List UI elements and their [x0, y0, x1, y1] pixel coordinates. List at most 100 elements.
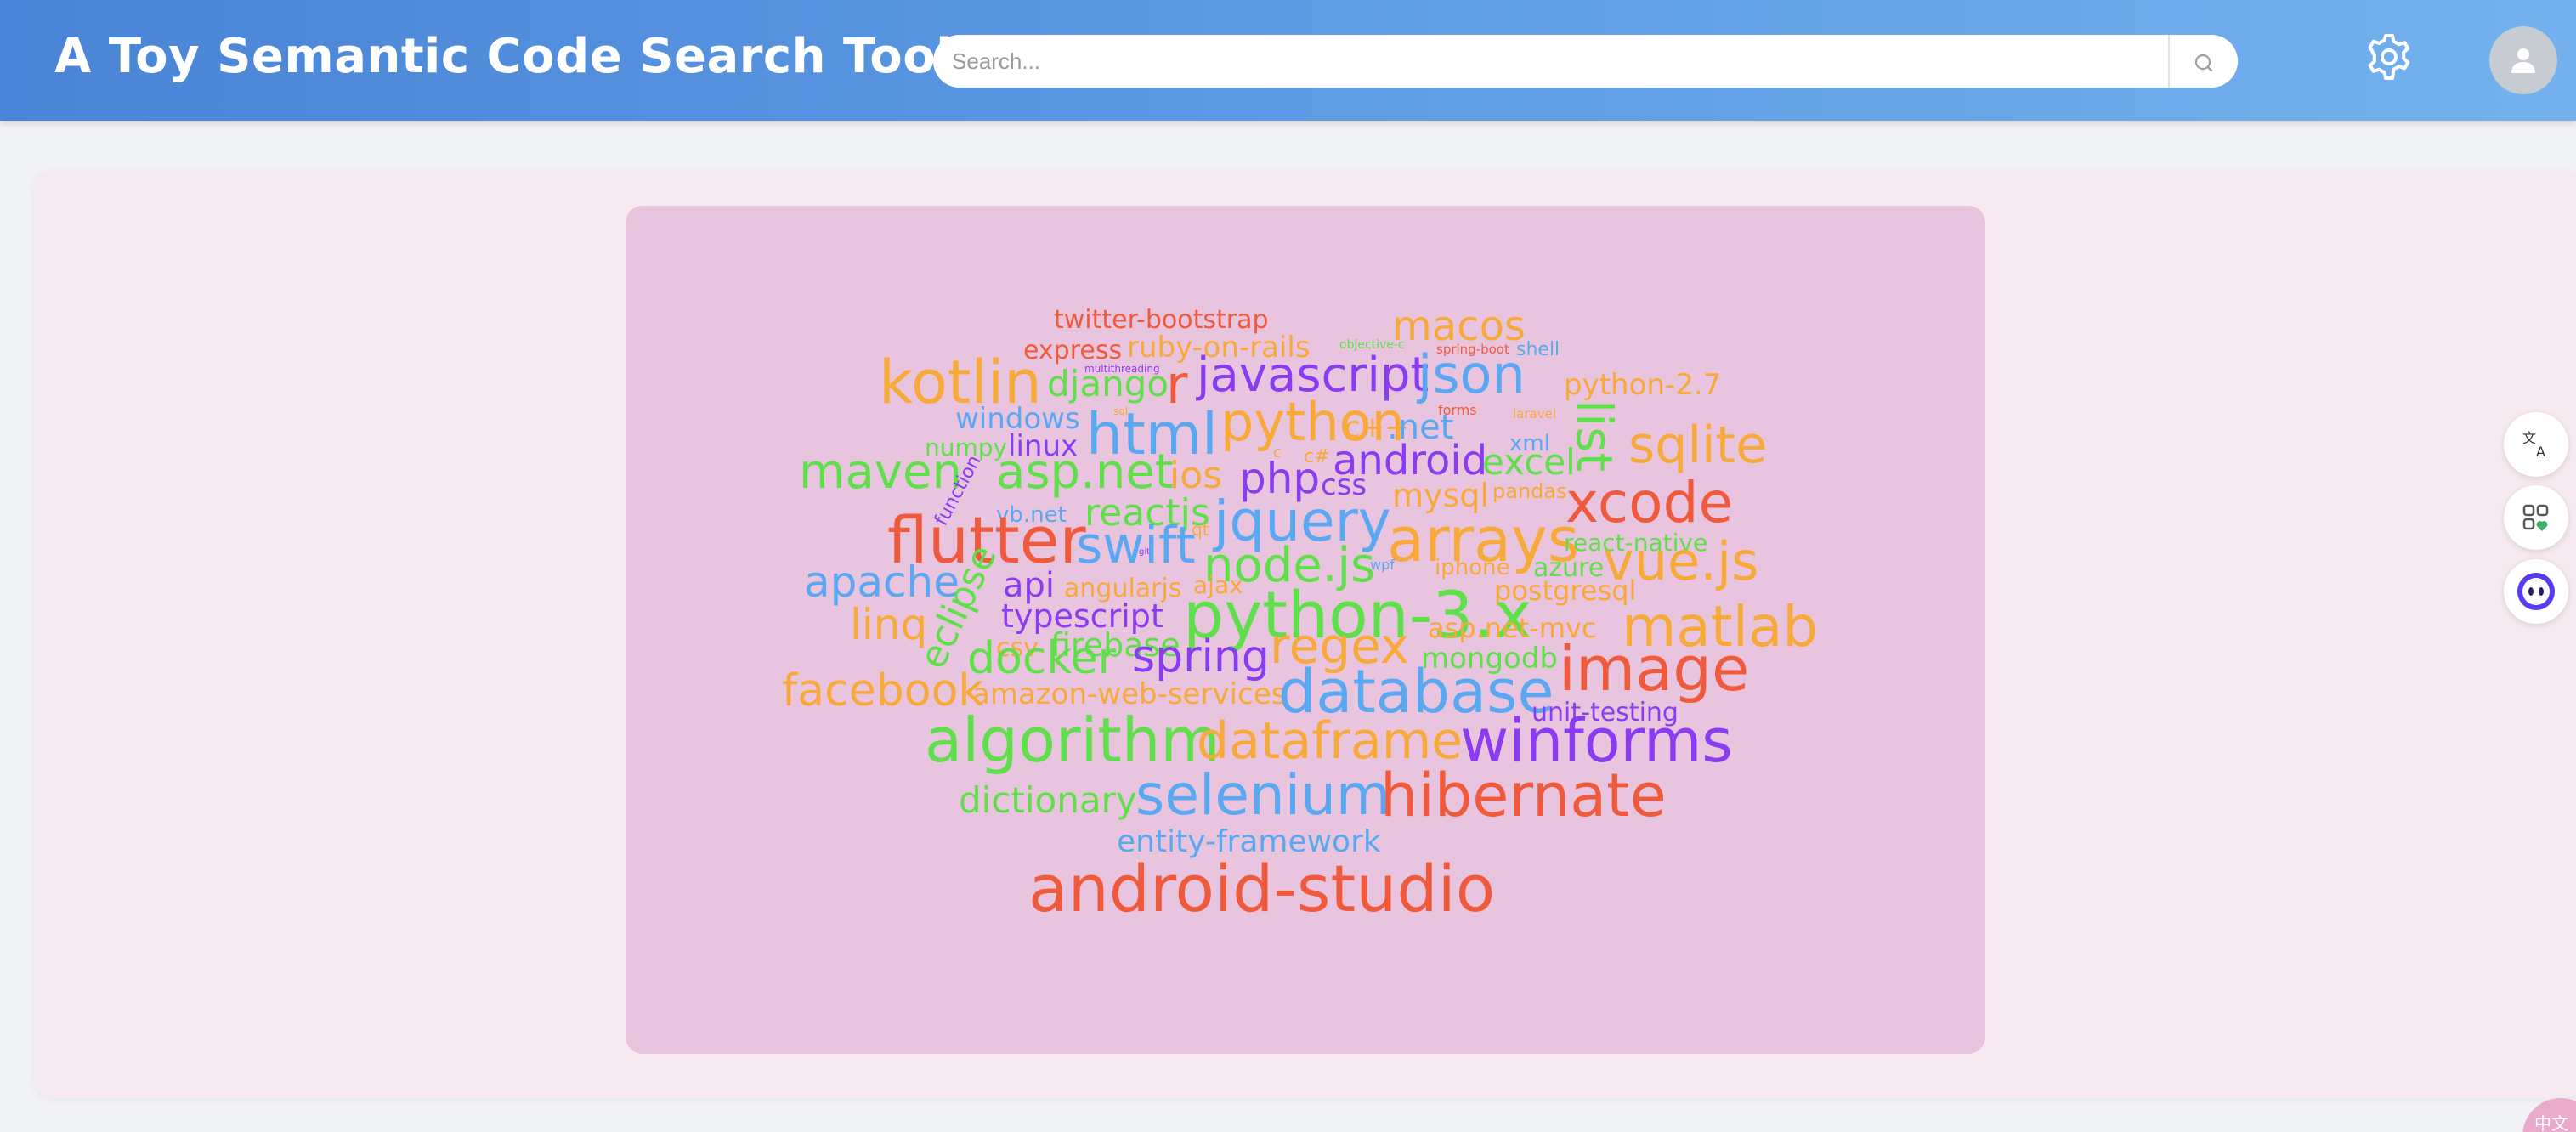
word-cloud-term: linux — [1008, 429, 1078, 463]
word-cloud-term: javascript — [1195, 348, 1429, 403]
word-cloud-term: laravel — [1513, 406, 1556, 422]
word-cloud-term: ios — [1169, 454, 1222, 497]
word-cloud-term: .net — [1387, 408, 1453, 447]
word-cloud-term: kotlin — [879, 348, 1042, 417]
word-cloud-term: python — [1220, 391, 1405, 453]
settings-button[interactable] — [2363, 31, 2415, 83]
search-bar — [933, 35, 2238, 88]
word-cloud-term: objective-c — [1339, 338, 1405, 352]
word-cloud-term: firebase — [1050, 626, 1180, 664]
top-header: A Toy Semantic Code Search Tool — [0, 0, 2576, 121]
word-cloud-term: regex — [1270, 617, 1409, 675]
word-cloud-term: python-3.x — [1183, 577, 1532, 653]
word-cloud-term: hibernate — [1380, 761, 1667, 830]
word-cloud-term: php — [1239, 454, 1320, 503]
word-cloud-term: swift — [1076, 516, 1196, 575]
word-cloud-term: spring-boot — [1436, 342, 1509, 357]
word-cloud-term: typescript — [1001, 597, 1163, 635]
app-title: A Toy Semantic Code Search Tool — [54, 29, 953, 84]
word-cloud-term: arrays — [1387, 504, 1579, 575]
translate-icon: 文 A — [2522, 430, 2545, 460]
word-cloud-term: vue.js — [1603, 530, 1758, 592]
word-cloud-term: azure — [1533, 553, 1604, 583]
svg-text:文: 文 — [2522, 430, 2536, 446]
word-cloud-term: json — [1416, 343, 1526, 405]
word-cloud-term: entity-framework — [1117, 824, 1381, 859]
search-button[interactable] — [2168, 35, 2238, 88]
word-cloud-term: xml — [1509, 431, 1550, 456]
word-cloud-term: sqlite — [1628, 416, 1767, 475]
word-cloud-term: maven — [799, 444, 962, 500]
word-cloud-term: c# — [1304, 446, 1330, 467]
search-icon — [2194, 54, 2213, 72]
word-cloud-term: wpf — [1370, 557, 1395, 573]
language-badge[interactable]: 中文 — [2522, 1098, 2576, 1132]
word-cloud-term: android — [1333, 437, 1487, 484]
word-cloud-term: c — [1273, 444, 1282, 461]
word-cloud-term: xcode — [1565, 470, 1733, 535]
word-cloud-term: linq — [850, 600, 927, 649]
word-cloud-term: angularjs — [1064, 574, 1181, 603]
word-cloud-term: python-2.7 — [1564, 368, 1721, 402]
word-cloud-term: asp.net — [996, 444, 1174, 500]
gear-icon — [2368, 34, 2410, 80]
word-cloud-term: csv — [996, 633, 1039, 663]
word-cloud-term: apache — [804, 558, 960, 607]
word-cloud: twitter-bootstrap macos express ruby-on-… — [626, 206, 1985, 1054]
word-cloud-term: django — [1047, 363, 1169, 405]
word-cloud-term: qt — [1192, 519, 1209, 540]
word-cloud-term: asp.net-mvc — [1428, 612, 1597, 644]
word-cloud-term: pandas — [1492, 479, 1567, 503]
word-cloud-term: postgresql — [1494, 574, 1636, 607]
word-cloud-term: c++ — [1345, 410, 1409, 444]
word-cloud-term: vb.net — [996, 502, 1067, 528]
word-cloud-term: windows — [955, 402, 1080, 436]
word-cloud-term: spring — [1132, 631, 1270, 682]
word-cloud-term: mongodb — [1421, 642, 1558, 676]
word-cloud-term: algorithm — [925, 705, 1220, 776]
word-cloud-term: dataframe — [1197, 711, 1463, 771]
word-cloud-term: node.js — [1203, 538, 1375, 593]
word-cloud-term: r — [1166, 354, 1188, 416]
word-cloud-term: amazon-web-services — [972, 677, 1286, 711]
word-cloud-term: android-studio — [1028, 851, 1495, 926]
word-cloud-term: jquery — [1212, 489, 1391, 554]
word-cloud-term: sql — [1113, 405, 1128, 417]
word-cloud-term: ajax — [1193, 571, 1243, 599]
word-cloud-term: ruby-on-rails — [1127, 331, 1311, 365]
word-cloud-term: twitter-bootstrap — [1054, 305, 1269, 335]
word-cloud-term: forms — [1438, 402, 1477, 418]
word-cloud-term: html — [1086, 401, 1218, 468]
word-cloud-term: macos — [1392, 303, 1526, 350]
word-cloud-term: excel — [1482, 441, 1576, 483]
word-cloud-term: mysql — [1392, 477, 1489, 514]
search-input[interactable] — [933, 35, 2167, 88]
apps-icon — [2522, 504, 2549, 531]
word-cloud-term: list — [1565, 399, 1623, 472]
assistant-button[interactable] — [2504, 559, 2568, 624]
word-cloud-term: multithreading — [1084, 363, 1160, 375]
word-cloud-term: unit-testing — [1531, 698, 1679, 727]
word-cloud-term: express — [1023, 336, 1122, 365]
word-cloud-term: database — [1278, 657, 1554, 727]
word-cloud-term: iphone — [1435, 555, 1510, 580]
word-cloud-term: selenium — [1135, 762, 1390, 828]
word-cloud-term: facebook — [782, 665, 984, 716]
word-cloud-term: shell — [1516, 339, 1560, 360]
word-cloud-term: winforms — [1460, 706, 1733, 776]
word-cloud-term: reactjs — [1084, 491, 1210, 535]
assistant-icon — [2517, 573, 2555, 610]
word-cloud-term: image — [1559, 633, 1749, 705]
word-cloud-term: docker — [967, 633, 1117, 684]
svg-text:A: A — [2536, 444, 2545, 460]
apps-button[interactable] — [2504, 485, 2568, 550]
word-cloud-term: api — [1003, 566, 1055, 605]
word-cloud-term: dictionary — [959, 779, 1137, 821]
translate-button[interactable]: 文 A — [2504, 412, 2568, 477]
word-cloud-term: git — [1139, 547, 1150, 557]
avatar[interactable] — [2489, 26, 2557, 94]
word-cloud-term: matlab — [1622, 594, 1818, 659]
word-cloud-term: numpy — [925, 433, 1007, 461]
word-cloud-term: flutter — [887, 502, 1086, 578]
word-cloud-term: css — [1321, 468, 1367, 502]
